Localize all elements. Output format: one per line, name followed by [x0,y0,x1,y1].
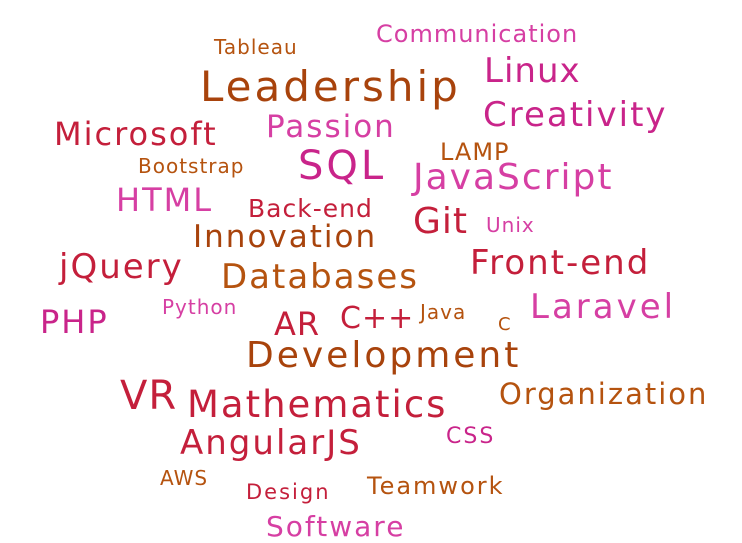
word-creativity: Creativity [483,95,668,135]
word-css: CSS [446,424,496,449]
word-cpp: C++ [340,301,415,336]
word-mathematics: Mathematics [187,383,448,426]
word-software: Software [266,510,406,543]
word-microsoft: Microsoft [54,115,218,153]
word-python: Python [162,295,238,319]
word-ar: AR [274,305,321,343]
word-java: Java [420,300,467,324]
word-teamwork: Teamwork [367,472,505,500]
word-vr: VR [120,373,178,419]
word-front-end: Front-end [470,243,651,283]
word-aws: AWS [160,466,209,490]
word-bootstrap: Bootstrap [138,154,245,178]
word-communication: Communication [376,20,579,48]
word-c: C [498,314,512,335]
word-lamp: LAMP [440,138,510,166]
word-unix: Unix [486,213,535,237]
word-back-end: Back-end [248,194,373,223]
word-databases: Databases [221,257,419,297]
word-passion: Passion [266,109,396,145]
word-development: Development [246,335,522,376]
word-sql: SQL [298,143,387,189]
word-jquery: jQuery [59,247,184,287]
word-git: Git [413,201,469,242]
word-leadership: Leadership [200,62,461,111]
word-laravel: Laravel [530,287,677,327]
word-organization: Organization [499,377,709,411]
word-angularjs: AngularJS [180,423,362,463]
word-php: PHP [40,303,109,341]
word-design: Design [246,480,331,504]
word-innovation: Innovation [193,219,378,255]
word-tableau: Tableau [214,35,298,59]
word-linux: Linux [484,51,581,91]
word-javascript: JavaScript [413,157,614,198]
word-html: HTML [116,181,214,219]
